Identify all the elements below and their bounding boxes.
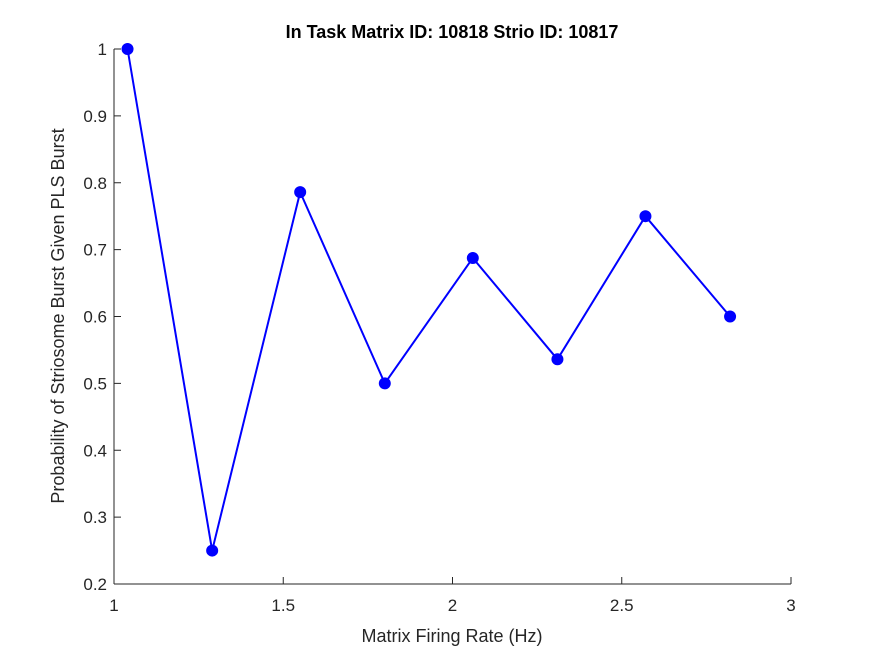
x-tick-label: 2.5: [610, 596, 634, 615]
y-tick-label: 0.2: [83, 575, 107, 594]
chart-title: In Task Matrix ID: 10818 Strio ID: 10817: [286, 22, 619, 42]
y-tick-label: 0.5: [83, 374, 107, 393]
y-tick-label: 0.6: [83, 308, 107, 327]
data-point: [724, 310, 737, 323]
series-layer: [121, 43, 737, 557]
x-tick-label: 1.5: [271, 596, 295, 615]
data-point: [121, 43, 134, 55]
data-point: [206, 544, 219, 557]
x-tick-label: 3: [786, 596, 795, 615]
data-point: [551, 353, 564, 366]
y-axis-label: Probability of Striosome Burst Given PLS…: [48, 128, 68, 503]
data-point: [294, 186, 307, 199]
x-axis-label: Matrix Firing Rate (Hz): [361, 626, 542, 646]
data-point: [378, 377, 391, 390]
y-tick-label: 0.3: [83, 508, 107, 527]
x-tick-label: 1: [109, 596, 118, 615]
y-tick-label: 0.4: [83, 441, 107, 460]
y-tick-label: 1: [98, 40, 107, 59]
data-point: [466, 251, 479, 264]
y-tick-label: 0.9: [83, 107, 107, 126]
y-tick-label: 0.8: [83, 174, 107, 193]
series-line: [126, 48, 731, 552]
data-point: [639, 210, 652, 223]
y-tick-label: 0.7: [83, 241, 107, 260]
axes: 1 1.5 2 2.5 3 0.2 0.3 0.4 0.5 0.6 0.7 0.8 0.9 1: [83, 40, 795, 615]
x-tick-label: 2: [448, 596, 457, 615]
